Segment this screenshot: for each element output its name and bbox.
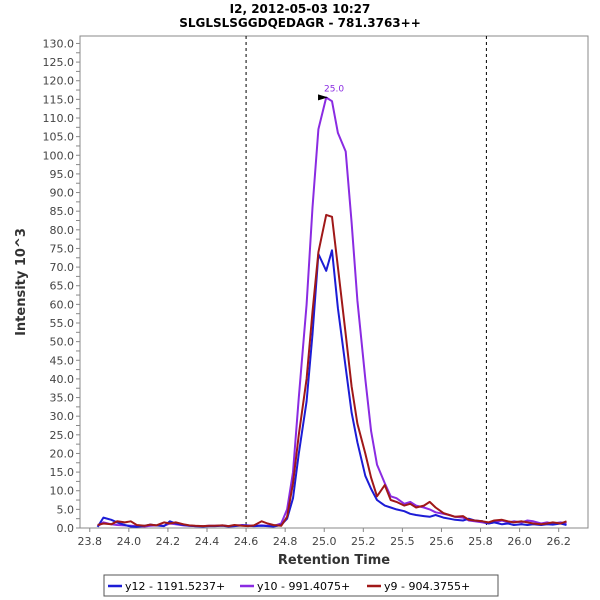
x-tick-label: 24.0 [117, 535, 142, 548]
x-tick-label: 26.2 [546, 535, 571, 548]
x-tick-label: 25.0 [312, 535, 337, 548]
x-tick-label: 24.6 [234, 535, 259, 548]
y-tick-label: 0.0 [57, 522, 75, 535]
boundary-lines [245, 36, 487, 528]
x-tick-label: 24.2 [156, 535, 181, 548]
y-tick-label: 35.0 [50, 392, 75, 405]
y-axis-label: Intensity 10^3 [14, 228, 29, 336]
x-tick-label: 25.6 [429, 535, 454, 548]
x-tick-label: 25.2 [351, 535, 376, 548]
series-line-y9 [97, 213, 567, 528]
legend-entry-label: y9 - 904.3755+ [384, 580, 470, 593]
y-tick-label: 125.0 [43, 56, 75, 69]
y-tick-label: 80.0 [50, 224, 75, 237]
legend-entry-label: y10 - 991.4075+ [257, 580, 350, 593]
y-tick-label: 10.0 [50, 485, 75, 498]
plot-area [79, 35, 589, 529]
y-tick-label: 120.0 [43, 75, 75, 88]
legend-box [103, 574, 499, 597]
y-tick-label: 45.0 [50, 354, 75, 367]
x-axis: 23.8 24.0 24.2 24.4 24.6 24.8 25.0 25.2 25.5 25.6… [78, 528, 571, 548]
y-tick-label: 15.0 [50, 466, 75, 479]
y-tick-label: 105.0 [43, 131, 75, 144]
y-tick-label: 5.0 [57, 503, 75, 516]
y-tick-label: 50.0 [50, 336, 75, 349]
y-tick-label: 115.0 [43, 93, 75, 106]
y-tick-label: 65.0 [50, 280, 75, 293]
y-tick-label: 30.0 [50, 410, 75, 423]
y-tick-label: 100.0 [43, 149, 75, 162]
peak-annotation-arrow [318, 94, 329, 101]
y-tick-label: 110.0 [43, 112, 75, 125]
legend-entry-label: y12 - 1191.5237+ [125, 580, 225, 593]
chart-subtitle: SLGLSLSGGDQEDAGR - 781.3763++ [179, 16, 421, 30]
y-tick-label: 25.0 [50, 429, 75, 442]
x-tick-label: 25.8 [468, 535, 493, 548]
y-axis: 0.0 5.0 10.0 15.0 20.0 25.0 30.0 35.0 40.0 45.0 50… [43, 37, 80, 535]
y-tick-label: 20.0 [50, 447, 75, 460]
peak-annotation-group: 25.0 [318, 84, 344, 101]
series-line-y12 [96, 249, 567, 528]
y-tick-label: 60.0 [50, 298, 75, 311]
y-tick-label: 70.0 [50, 261, 75, 274]
x-tick-label: 25.5 [390, 535, 415, 548]
y-tick-label: 95.0 [50, 168, 75, 181]
y-tick-label: 55.0 [50, 317, 75, 330]
legend: y12 - 1191.5237+ y10 - 991.4075+ y9 - 904.… [103, 574, 499, 597]
x-tick-label: 23.8 [78, 535, 103, 548]
y-tick-label: 130.0 [43, 37, 75, 50]
y-tick-label: 75.0 [50, 242, 75, 255]
peak-annotation-label: 25.0 [324, 84, 344, 94]
x-tick-label: 24.8 [273, 535, 298, 548]
chart-title: I2, 2012-05-03 10:27 [230, 2, 371, 16]
y-tick-label: 85.0 [50, 205, 75, 218]
x-axis-label: Retention Time [278, 553, 390, 568]
y-tick-label: 90.0 [50, 187, 75, 200]
x-tick-label: 24.4 [195, 535, 220, 548]
y-tick-label: 40.0 [50, 373, 75, 386]
x-tick-label: 26.0 [507, 535, 532, 548]
series-group [96, 96, 567, 528]
